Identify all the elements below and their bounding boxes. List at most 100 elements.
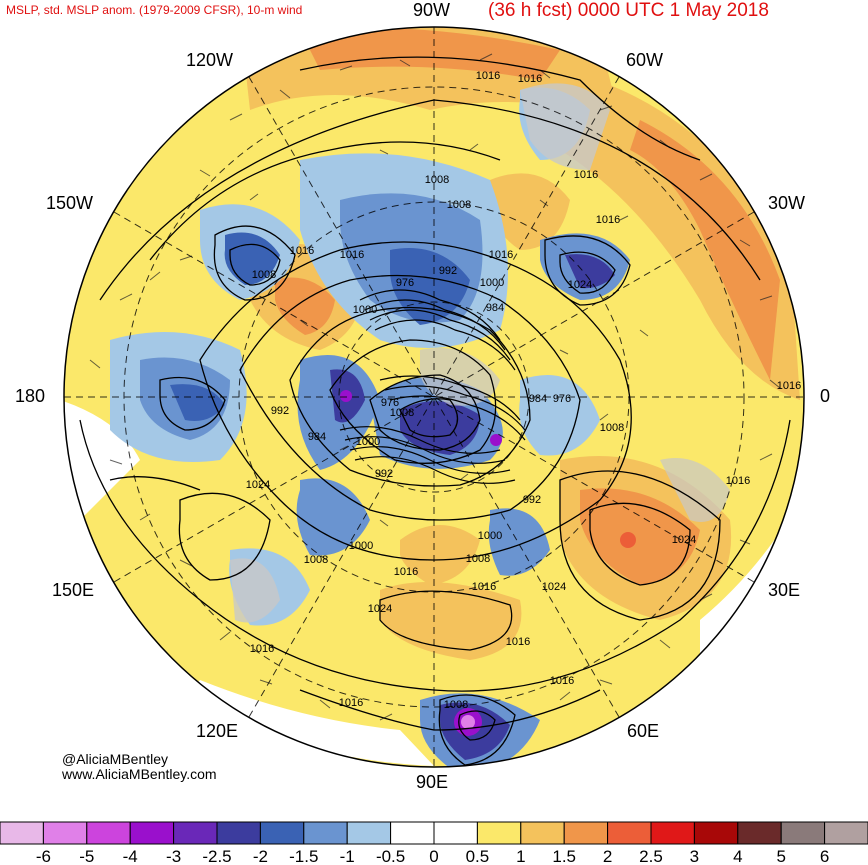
forecast-valid-time: (36 h fcst) 0000 UTC 1 May 2018	[488, 0, 769, 21]
lon-label-30w: 30W	[768, 193, 806, 213]
isobar-label: 1016	[339, 697, 363, 709]
colorbar-swatch	[476, 821, 522, 845]
colorbar-swatch	[650, 821, 695, 845]
lon-label-90e: 90E	[416, 772, 449, 792]
colorbar-tick-label: -6	[36, 847, 51, 865]
anomaly-colorbar: -6 -5 -4 -3 -2.5 -2 -1.5 -1 -0.5 0 0.5 1 1.5 2 2.5 3 4 5 6	[0, 821, 868, 865]
lon-label-0: 0	[820, 386, 831, 406]
isobar-label: 1000	[349, 540, 373, 552]
isobar-label: 1008	[600, 422, 624, 434]
colorbar-tick-label: 3	[690, 847, 699, 865]
lon-label-180: 180	[15, 386, 46, 406]
isobar-label: 1016	[472, 581, 496, 593]
isobar-label: 1024	[672, 534, 696, 546]
colorbar-swatch	[737, 821, 782, 845]
isobar-label: 1008	[304, 554, 328, 566]
colorbar-tick-label: -2	[253, 847, 268, 865]
lon-label-30e: 30E	[768, 580, 801, 600]
colorbar-swatch	[86, 821, 131, 845]
isobar-label: 976	[396, 277, 414, 289]
lon-label-150e: 150E	[52, 580, 95, 600]
colorbar-tick-label: 1	[516, 847, 525, 865]
isobar-label: 984	[308, 431, 326, 443]
colorbar-tick-label: 4	[733, 847, 742, 865]
colorbar-tick-label: 2	[603, 847, 612, 865]
isobar-label: 1008	[447, 199, 471, 211]
isobar-label: 1016	[476, 70, 500, 82]
isobar-label: 1016	[518, 73, 542, 85]
isobar-label: 1008	[444, 699, 468, 711]
colorbar-tick-label: -4	[123, 847, 138, 865]
isobar-label: 1016	[489, 249, 513, 261]
lon-label-150w: 150W	[46, 193, 94, 213]
colorbar-swatch	[433, 821, 478, 845]
isobar-label: 1000	[353, 304, 377, 316]
isobar-label: 1008	[425, 174, 449, 186]
isobar-label: 1016	[340, 249, 364, 261]
isobar-label: 1016	[394, 566, 418, 578]
colorbar-swatch	[390, 821, 435, 845]
lon-label-60w: 60W	[626, 50, 664, 70]
isobar-label: 992	[439, 265, 457, 277]
isobar-label: 1016	[506, 636, 530, 648]
anomaly-field	[64, 27, 804, 767]
colorbar-swatch	[520, 821, 565, 845]
lon-label-90w: 90W	[413, 0, 451, 20]
isobar-label: 984	[529, 393, 547, 405]
colorbar-swatch	[259, 821, 305, 845]
colorbar-tick-label: -2.5	[202, 847, 231, 865]
isobar-label: 976	[381, 397, 399, 409]
colorbar-tick-label: 5	[776, 847, 785, 865]
colorbar-tick-label: 0	[429, 847, 438, 865]
isobar-label: 1008	[466, 553, 490, 565]
isobar-label: 1016	[574, 169, 598, 181]
colorbar-swatch	[780, 821, 826, 845]
polar-map: 1016 1016 1016 1008 1016 1016 1008 992 1000 976 98…	[63, 26, 805, 768]
isobar-label: 1024	[542, 581, 566, 593]
credit-website: www.AliciaMBentley.com	[62, 766, 217, 782]
isobar-label: 1016	[550, 675, 574, 687]
isobar-label: 1024	[568, 279, 592, 291]
colorbar-tick-label: -0.5	[376, 847, 405, 865]
isobar-label: 1016	[726, 475, 750, 487]
isobar-label: 1000	[480, 277, 504, 289]
colorbar-swatch	[607, 821, 652, 845]
colorbar-swatch	[693, 821, 739, 845]
colorbar-swatch	[563, 821, 609, 845]
colorbar-tick-label: 0.5	[466, 847, 490, 865]
isobar-label: 1016	[596, 214, 620, 226]
colorbar-tick-label: 2.5	[639, 847, 663, 865]
map-title: MSLP, std. MSLP anom. (1979-2009 CFSR), …	[6, 3, 303, 17]
isobar-label: 1024	[368, 603, 392, 615]
isobar-label: 984	[486, 302, 504, 314]
colorbar-swatch	[129, 821, 175, 845]
isobar-label: 1024	[246, 479, 270, 491]
credit-handle: @AliciaMBentley	[62, 751, 169, 767]
isobar-label: 1016	[777, 380, 801, 392]
isobar-label: 1008	[252, 269, 276, 281]
colorbar-tick-label: 6	[820, 847, 829, 865]
isobar-label: 1000	[478, 530, 502, 542]
isobar-label: 992	[523, 494, 541, 506]
lon-label-60e: 60E	[627, 721, 660, 741]
lon-label-120e: 120E	[196, 721, 239, 741]
colorbar-tick-label: -5	[79, 847, 94, 865]
colorbar-tick-label: -3	[166, 847, 181, 865]
isobar-label-layer: 1016 1016 1016 1008 1016 1016 1008 992 1000 976 98…	[246, 70, 801, 711]
colorbar-swatch	[173, 821, 218, 845]
colorbar-swatch	[303, 821, 348, 845]
isobar-label: 992	[375, 468, 393, 480]
colorbar-tick-label: 1.5	[552, 847, 576, 865]
isobar-label: 1008	[390, 407, 414, 419]
isobar-label: 992	[271, 405, 289, 417]
colorbar-tick-label: -1.5	[289, 847, 318, 865]
isobar-label: 1016	[250, 643, 274, 655]
lon-label-120w: 120W	[186, 50, 234, 70]
isobar-label: 1000	[356, 436, 380, 448]
colorbar-swatch	[346, 821, 392, 845]
isobar-label: 1016	[290, 245, 314, 257]
colorbar-swatch	[216, 821, 261, 845]
colorbar-tick-label: -1	[340, 847, 355, 865]
colorbar-swatch	[824, 821, 868, 845]
colorbar-swatch	[42, 821, 88, 845]
